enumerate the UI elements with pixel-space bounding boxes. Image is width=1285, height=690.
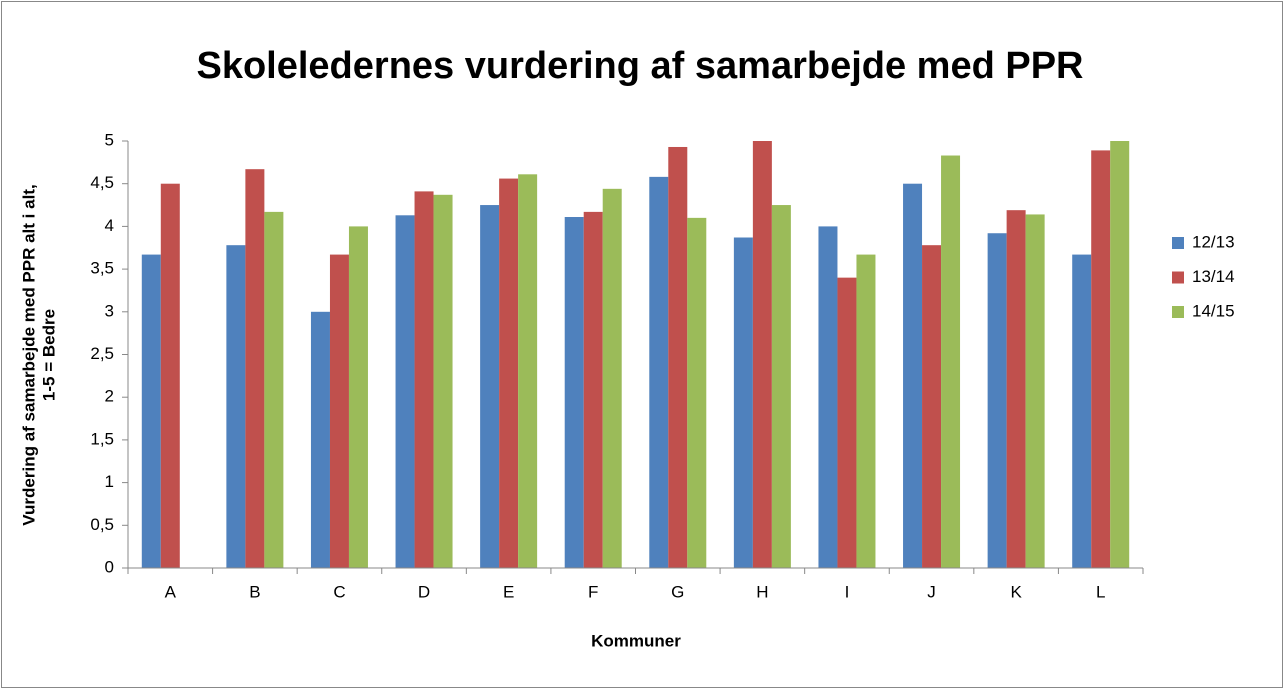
bar: [1072, 254, 1092, 568]
bar: [141, 254, 161, 568]
y-axis-title: Vurdering af samarbejde med PPR alt i al…: [19, 184, 58, 525]
y-tick-label: 2,5: [90, 344, 114, 363]
legend-swatch: [1172, 306, 1184, 318]
bar: [395, 215, 415, 568]
y-axis-title-line: 1-5 = Bedre: [39, 309, 58, 401]
bar: [837, 277, 857, 568]
bar: [348, 226, 368, 568]
bar: [1110, 141, 1130, 568]
bar: [1091, 150, 1111, 569]
bar: [310, 311, 330, 568]
y-axis-title-line: Vurdering af samarbejde med PPR alt i al…: [19, 184, 38, 525]
bar: [264, 211, 284, 568]
bar: [752, 141, 772, 568]
bar: [226, 245, 246, 569]
y-tick-label: 3: [105, 301, 114, 320]
x-tick-label: A: [165, 582, 177, 601]
bar: [922, 245, 942, 569]
bar: [414, 191, 434, 569]
y-tick-label: 0,5: [90, 515, 114, 534]
bar: [245, 169, 265, 568]
y-tick-label: 2: [105, 387, 114, 406]
x-tick-label: J: [927, 582, 936, 601]
bar: [856, 254, 876, 568]
legend-label: 14/15: [1192, 301, 1235, 320]
bar: [771, 205, 791, 569]
x-axis-title: Kommuner: [591, 631, 681, 650]
x-tick-label: C: [333, 582, 345, 601]
x-tick-label: K: [1010, 582, 1022, 601]
chart-title: Skoleledernes vurdering af samarbejde me…: [196, 45, 1083, 87]
x-tick-label: L: [1096, 582, 1105, 601]
x-tick-label: H: [756, 582, 768, 601]
bar: [499, 178, 519, 569]
bar: [903, 183, 923, 568]
bar: [941, 155, 961, 568]
legend-swatch: [1172, 237, 1184, 249]
x-tick-label: G: [671, 582, 684, 601]
bar: [564, 217, 584, 569]
bar: [329, 254, 349, 568]
y-tick-label: 0: [105, 557, 114, 576]
bar: [518, 174, 538, 568]
y-tick-label: 3,5: [90, 259, 114, 278]
y-tick-label: 1: [105, 472, 114, 491]
bar: [433, 194, 453, 568]
x-tick-label: B: [249, 582, 260, 601]
y-tick-label: 5: [105, 130, 114, 149]
y-tick-label: 4,5: [90, 173, 114, 192]
bar: [687, 217, 707, 569]
bar: [987, 233, 1007, 568]
bar: [668, 146, 688, 568]
bar: [733, 237, 753, 568]
legend-swatch: [1172, 271, 1184, 284]
y-tick-label: 1,5: [90, 429, 114, 448]
x-tick-label: I: [845, 582, 850, 601]
bar: [1025, 214, 1045, 568]
x-tick-label: D: [418, 582, 430, 601]
bar: [818, 226, 838, 568]
bar: [1006, 210, 1026, 568]
bar: [583, 211, 603, 568]
x-tick-label: F: [588, 582, 598, 601]
legend-label: 13/14: [1192, 267, 1235, 286]
legend-label: 12/13: [1192, 232, 1235, 251]
bar: [160, 183, 180, 568]
bar: [602, 188, 622, 568]
x-tick-label: E: [503, 582, 514, 601]
bar: [649, 176, 669, 569]
bar: [480, 205, 500, 569]
y-tick-label: 4: [105, 216, 114, 235]
